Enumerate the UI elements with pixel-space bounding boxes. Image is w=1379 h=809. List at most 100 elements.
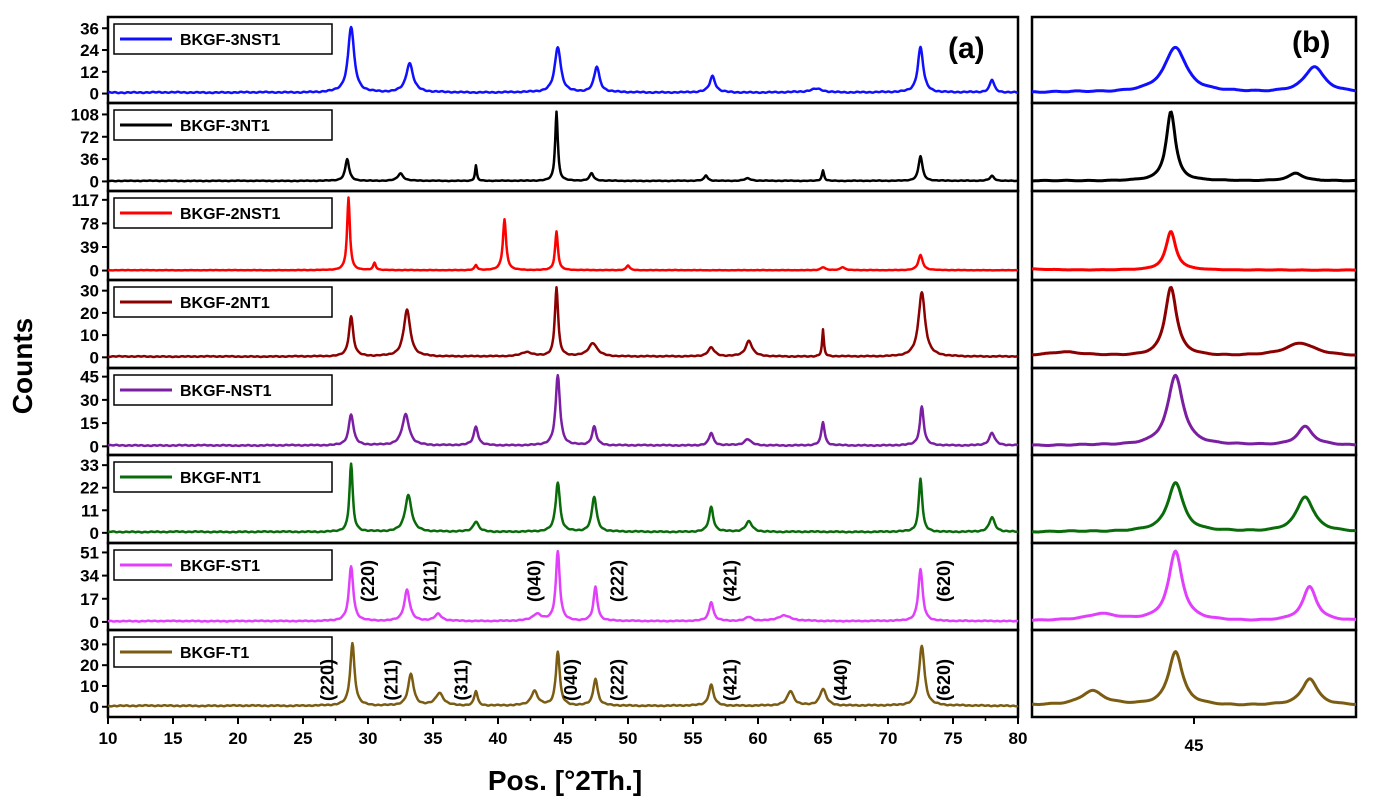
x-tick-label: 80: [1009, 729, 1028, 748]
x-tick-label: 35: [424, 729, 443, 748]
y-tick-label: 51: [80, 543, 99, 562]
y-tick-label: 30: [80, 391, 99, 410]
hkl-label: (440): [831, 659, 851, 701]
legend-box: [113, 109, 333, 141]
x-tick-label: 60: [749, 729, 768, 748]
hkl-label: (311): [452, 659, 472, 700]
legend-label: BKGF-3NST1: [180, 32, 281, 49]
zoom-curve-bkgf-3nt1: [1031, 110, 1357, 183]
series-row-bkgf-nt1: 0 11 22 33 BKGF-NT1: [80, 453, 1358, 545]
panel-label-a: (a): [948, 32, 985, 65]
y-tick-label: 20: [80, 304, 99, 323]
legend-label: BKGF-2NST1: [180, 206, 281, 223]
y-tick-label: 0: [90, 348, 99, 367]
legend-label: BKGF-ST1: [180, 558, 260, 575]
x-tick-label: 20: [229, 729, 248, 748]
xrd-curve-bkgf-2nst1: [107, 196, 1019, 272]
legend-box: [113, 197, 333, 229]
xrd-curve-bkgf-3nst1: [107, 25, 1019, 95]
y-tick-label: 0: [90, 698, 99, 717]
legend-label: BKGF-NST1: [180, 383, 272, 400]
series-row-bkgf-st1: 0 17 34 51 BKGF-ST1: [80, 541, 1358, 632]
y-tick-label: 36: [80, 150, 99, 169]
y-tick-label: 22: [80, 479, 99, 498]
series-row-bkgf-nst1: 0 15 30 45 BKGF-NST1: [80, 366, 1358, 457]
x-tick-label: 70: [879, 729, 898, 748]
y-tick-label: 0: [90, 262, 99, 281]
y-tick-label: 33: [80, 456, 99, 475]
hkl-label: (222): [608, 659, 628, 701]
x-tick-label: 10: [99, 729, 118, 748]
x-tick-label: 25: [294, 729, 313, 748]
zoom-curve-bkgf-3nst1: [1031, 45, 1357, 94]
y-tick-label: 0: [90, 524, 99, 543]
y-tick-label: 12: [80, 63, 99, 82]
y-tick-label: 34: [80, 567, 99, 586]
y-tick-label: 0: [90, 172, 99, 191]
hkl-label: (220): [358, 560, 378, 602]
x-tick-label: 40: [489, 729, 508, 748]
hkl-label: (211): [420, 560, 440, 601]
x-tick-label: 30: [359, 729, 378, 748]
y-tick-label: 10: [80, 326, 99, 345]
x-axis-title: Pos. [°2Th.]: [488, 765, 642, 796]
y-tick-label: 39: [80, 238, 99, 257]
zoom-curve-bkgf-nt1: [1031, 481, 1357, 534]
y-tick-label: 36: [80, 19, 99, 38]
y-tick-label: 45: [80, 368, 99, 387]
x-tick-label: 75: [944, 729, 963, 748]
hkl-label: (421): [721, 560, 741, 602]
y-tick-label: 20: [80, 656, 99, 675]
legend-label: BKGF-3NT1: [180, 118, 270, 135]
zoom-curve-bkgf-t1: [1031, 650, 1357, 707]
y-tick-label: 30: [80, 282, 99, 301]
panel-b-row-frame: [1030, 628, 1358, 719]
xrd-curve-bkgf-nst1: [107, 373, 1019, 448]
y-tick-label: 72: [80, 128, 99, 147]
y-tick-label: 10: [80, 677, 99, 696]
hkl-label: (040): [524, 560, 544, 602]
legend-label: BKGF-2NT1: [180, 295, 270, 312]
panel-b-row-frame: [1030, 366, 1358, 457]
x-tick-label: 15: [164, 729, 183, 748]
hkl-label: (211): [381, 659, 401, 700]
series-row-bkgf-2nt1: 0 10 20 30 BKGF-2NT1: [80, 278, 1358, 370]
y-tick-label: 108: [71, 105, 99, 124]
legend-label: BKGF-T1: [180, 645, 249, 662]
zoom-curve-bkgf-st1: [1031, 549, 1357, 622]
xrd-curve-bkgf-2nt1: [107, 285, 1019, 359]
hkl-label: (220): [318, 659, 338, 701]
zoom-curve-bkgf-2nst1: [1031, 230, 1357, 272]
y-tick-label: 15: [80, 414, 99, 433]
series-row-bkgf-t1: 0 10 20 30 BKGF-T1: [80, 628, 1358, 719]
hkl-label: (620): [934, 659, 954, 701]
series-row-bkgf-3nt1: 0 36 72 108 BKGF-3NT1: [71, 101, 1358, 193]
y-tick-label: 30: [80, 635, 99, 654]
x-tick-label: 65: [814, 729, 833, 748]
y-tick-label: 11: [81, 501, 99, 520]
xrd-curve-bkgf-st1: [107, 549, 1019, 623]
y-tick-label: 24: [80, 41, 99, 60]
xrd-curve-bkgf-3nt1: [107, 110, 1019, 183]
hkl-label: (040): [561, 659, 581, 701]
x-tick-label: 45: [554, 729, 573, 748]
zoom-curve-bkgf-2nt1: [1031, 286, 1357, 357]
x-tick-label: 50: [619, 729, 638, 748]
panel-label-b: (b): [1292, 26, 1330, 59]
x-tick-label-b: 45: [1185, 736, 1204, 755]
y-tick-label: 17: [80, 590, 99, 609]
y-tick-label: 0: [90, 437, 99, 456]
series-row-bkgf-3nst1: 0 12 24 36 BKGF-3NST1: [80, 15, 1358, 105]
x-tick-label: 55: [684, 729, 703, 748]
series-row-bkgf-2nst1: 0 39 78 117 BKGF-2NST1: [72, 189, 1358, 282]
zoom-curve-bkgf-nst1: [1031, 373, 1357, 447]
hkl-label: (620): [934, 560, 954, 602]
xrd-curve-bkgf-nt1: [107, 462, 1019, 534]
legend-label: BKGF-NT1: [180, 470, 261, 487]
y-tick-label: 0: [90, 613, 99, 632]
xrd-curve-bkgf-t1: [107, 641, 1019, 708]
y-axis-title: Counts: [7, 318, 38, 414]
hkl-label: (222): [608, 560, 628, 602]
